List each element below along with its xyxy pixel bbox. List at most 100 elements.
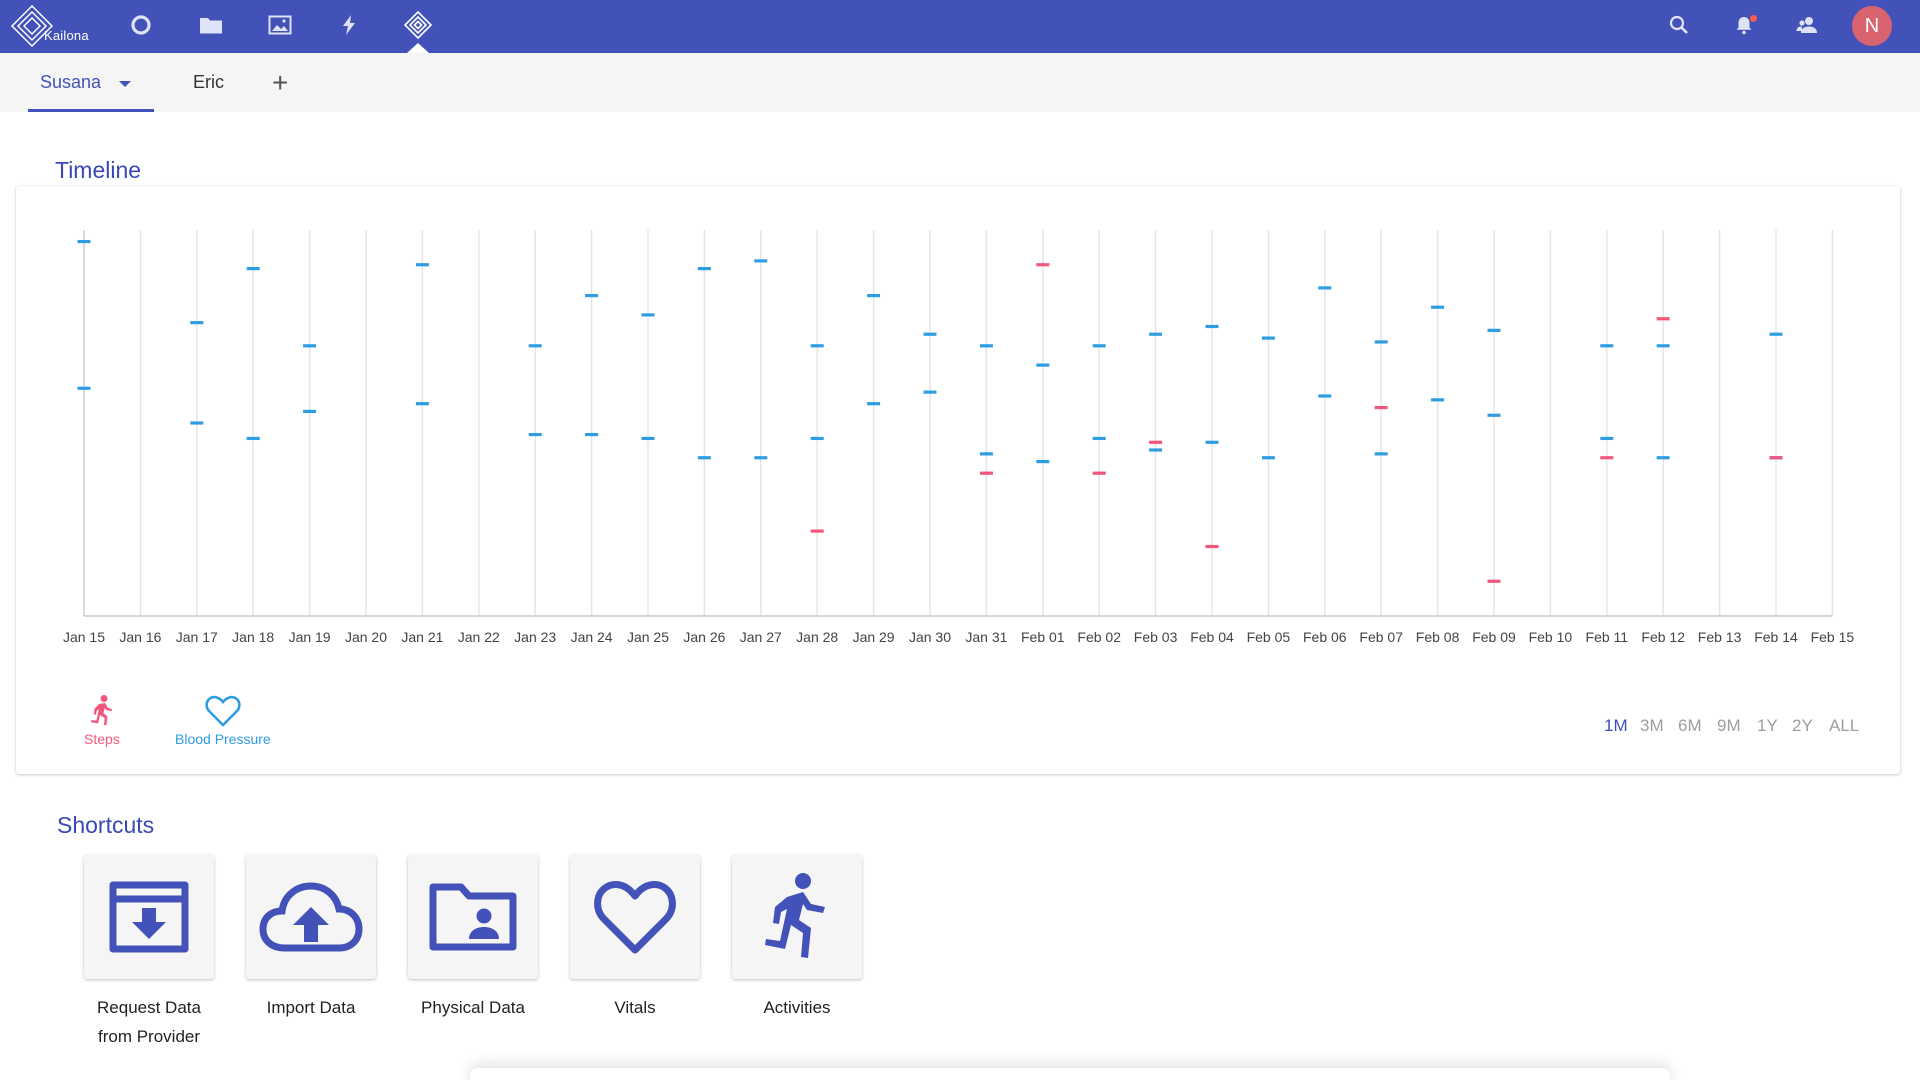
tab-label: Eric	[193, 72, 224, 92]
diamond-icon	[403, 10, 433, 40]
circle-icon	[131, 15, 151, 35]
folder-icon	[200, 18, 222, 34]
x-tick-label: Feb 06	[1303, 629, 1347, 645]
x-tick-label: Feb 10	[1529, 629, 1573, 645]
range-9m-button[interactable]: 9M	[1717, 716, 1741, 735]
nav-diamond-button[interactable]	[403, 10, 433, 40]
plus-icon: +	[272, 66, 289, 98]
contacts-button[interactable]	[1792, 10, 1822, 40]
shortcut-tile[interactable]	[408, 855, 538, 979]
x-tick-label: Feb 12	[1641, 629, 1685, 645]
shortcut-label: Vitals	[614, 998, 656, 1017]
bell-icon	[1736, 17, 1752, 35]
x-tick-label: Jan 19	[289, 629, 331, 645]
x-tick-label: Feb 11	[1586, 629, 1629, 645]
x-tick-label: Feb 03	[1134, 629, 1178, 645]
shortcut-activities[interactable]: Activities	[732, 855, 862, 1022]
nav-circle-button[interactable]	[126, 10, 156, 40]
legend-label: Steps	[84, 731, 120, 747]
x-tick-label: Jan 26	[683, 629, 725, 645]
notifications-button[interactable]	[1729, 10, 1759, 40]
shortcut-tile[interactable]	[246, 855, 376, 979]
x-tick-label: Jan 16	[119, 629, 161, 645]
x-tick-label: Jan 23	[514, 629, 556, 645]
x-tick-label: Feb 08	[1416, 629, 1460, 645]
x-tick-label: Feb 01	[1021, 629, 1065, 645]
x-tick-label: Jan 31	[965, 629, 1007, 645]
legend-blood-pressure[interactable]: Blood Pressure	[175, 694, 271, 747]
range-1m-button[interactable]: 1M	[1604, 716, 1628, 735]
x-tick-label: Feb 05	[1247, 629, 1291, 645]
x-tick-label: Jan 22	[458, 629, 500, 645]
heart-icon	[205, 695, 241, 727]
shortcut-physical-data[interactable]: Physical Data	[408, 855, 538, 1022]
folder-person-icon	[429, 883, 517, 951]
shortcut-label: Physical Data	[421, 998, 525, 1017]
x-tick-label: Jan 17	[176, 629, 218, 645]
range-all-button[interactable]: ALL	[1829, 716, 1860, 735]
bolt-icon	[343, 15, 355, 35]
people-icon	[1796, 17, 1817, 33]
x-tick-label: Jan 30	[909, 629, 951, 645]
bottom-panel-edge	[470, 1068, 1670, 1080]
x-tick-label: Jan 28	[796, 629, 838, 645]
range-6m-button[interactable]: 6M	[1678, 716, 1702, 735]
patient-tab-bar: Susana Eric +	[0, 53, 1920, 112]
image-icon	[268, 15, 292, 35]
shortcut-import-data[interactable]: Import Data	[246, 855, 376, 1022]
x-tick-label: Jan 20	[345, 629, 387, 645]
nav-image-button[interactable]	[265, 10, 295, 40]
chevron-down-icon[interactable]	[119, 80, 132, 87]
x-tick-label: Jan 21	[401, 629, 443, 645]
x-tick-label: Jan 24	[571, 629, 613, 645]
x-tick-label: Feb 13	[1698, 629, 1742, 645]
timeline-card: Jan 15 Jan 16 Jan 17 Jan 18 Jan 19 Jan 20 Jan …	[16, 186, 1900, 774]
shortcut-label: Activities	[763, 998, 831, 1017]
tab-susana[interactable]: Susana	[40, 53, 132, 112]
search-button[interactable]	[1664, 10, 1694, 40]
x-tick-label: Jan 15	[63, 629, 105, 645]
timeline-chart: Jan 15 Jan 16 Jan 17 Jan 18 Jan 19 Jan 20 Jan …	[63, 230, 1855, 645]
shortcut-tile[interactable]	[570, 855, 700, 979]
notification-badge	[1750, 15, 1757, 22]
x-tick-label: Feb 09	[1472, 629, 1516, 645]
shortcut-tile[interactable]	[84, 855, 214, 979]
legend-label: Blood Pressure	[175, 731, 271, 747]
shortcut-request-data[interactable]: Request Data from Provider	[84, 855, 214, 1051]
timeline-title: Timeline	[55, 157, 142, 183]
x-tick-label: Jan 18	[232, 629, 274, 645]
logo-text: Kailona	[44, 28, 89, 43]
x-tick-label: Feb 15	[1811, 629, 1855, 645]
shortcuts-title: Shortcuts	[57, 812, 155, 838]
x-tick-label: Feb 14	[1754, 629, 1798, 645]
archive-download-icon	[109, 881, 189, 953]
active-nav-indicator	[407, 43, 429, 53]
legend-steps[interactable]: Steps	[84, 694, 120, 747]
range-2y-button[interactable]: 2Y	[1792, 716, 1813, 735]
cloud-upload-icon	[259, 882, 363, 952]
x-tick-label: Jan 27	[740, 629, 782, 645]
shortcut-label: Import Data	[266, 998, 356, 1017]
range-3m-button[interactable]: 3M	[1640, 716, 1664, 735]
active-tab-indicator	[28, 109, 154, 112]
search-icon	[1669, 15, 1688, 34]
x-tick-label: Feb 04	[1190, 629, 1234, 645]
nav-bolt-button[interactable]	[334, 10, 364, 40]
running-icon	[765, 873, 825, 958]
shortcut-vitals[interactable]: Vitals	[570, 855, 700, 1022]
top-app-bar: Kailona N	[0, 0, 1920, 53]
tab-label: Susana	[40, 72, 102, 92]
range-1y-button[interactable]: 1Y	[1757, 716, 1778, 735]
add-tab-button[interactable]: +	[272, 53, 288, 112]
x-tick-label: Feb 07	[1359, 629, 1403, 645]
kailona-logo[interactable]: Kailona	[10, 3, 92, 47]
shortcut-label: Request Data from Provider	[97, 998, 201, 1046]
x-tick-label: Feb 02	[1077, 629, 1121, 645]
nav-folder-button[interactable]	[196, 10, 226, 40]
x-tick-label: Jan 29	[853, 629, 895, 645]
shortcut-tile[interactable]	[732, 855, 862, 979]
heart-icon	[594, 881, 676, 954]
tab-eric[interactable]: Eric	[193, 53, 224, 112]
user-avatar[interactable]: N	[1852, 6, 1892, 46]
x-tick-label: Jan 25	[627, 629, 669, 645]
